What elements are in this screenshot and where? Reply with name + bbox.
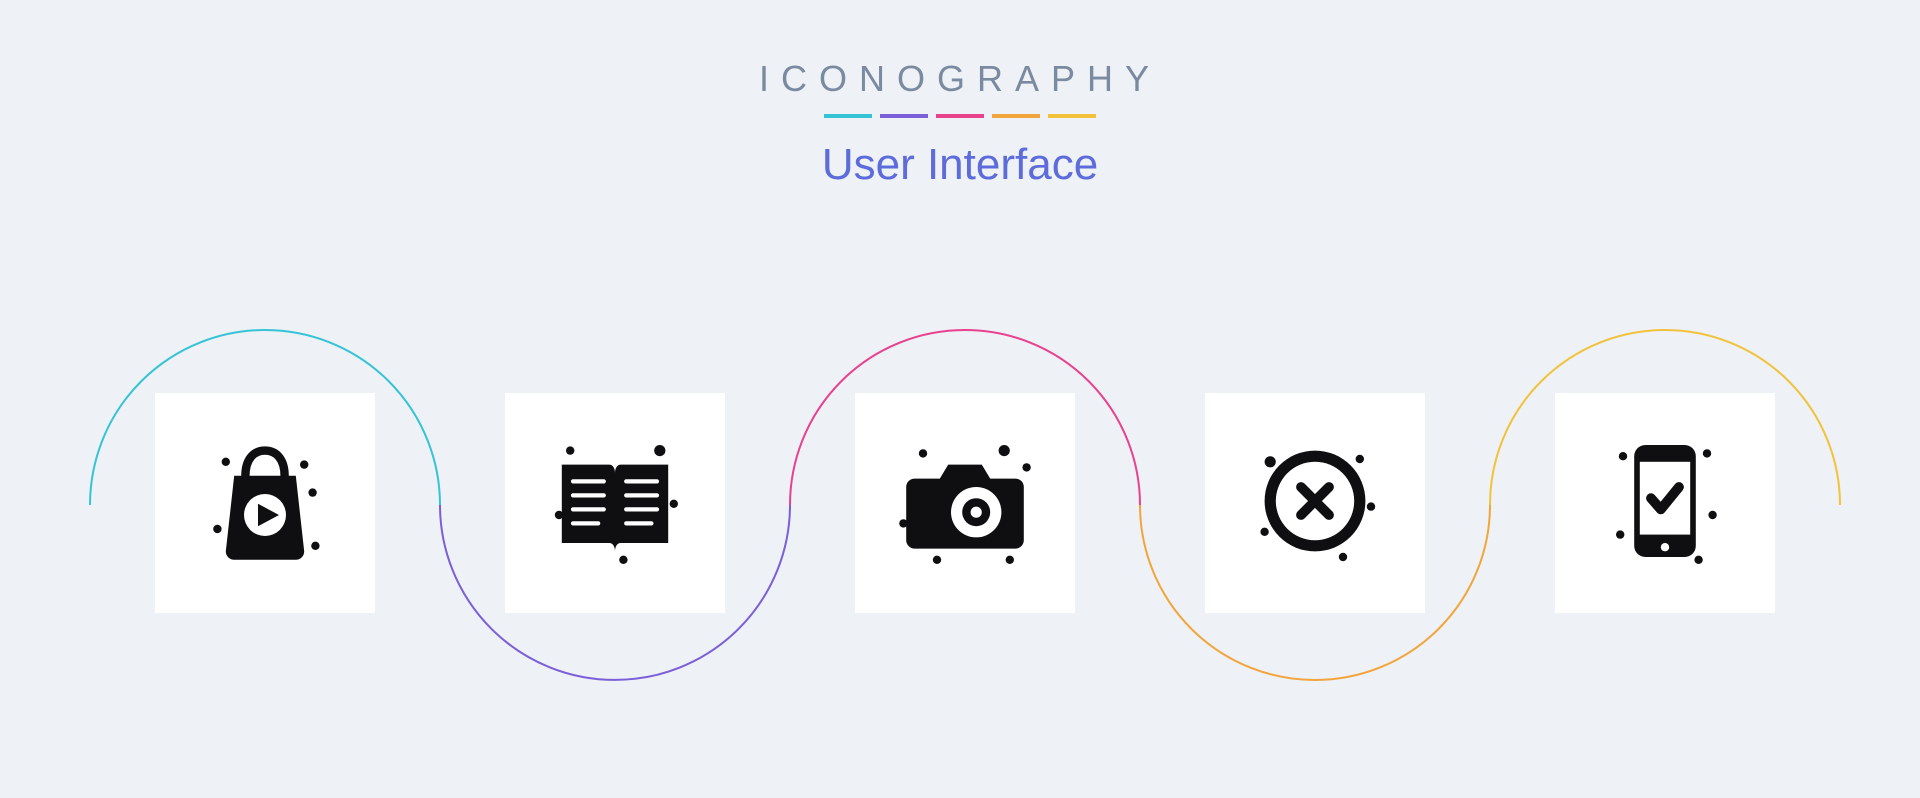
icon-card [1205,393,1425,613]
page-subtitle: User Interface [0,140,1920,190]
underline-segment [992,114,1040,118]
header: ICONOGRAPHY User Interface [0,58,1920,190]
underline-segment [936,114,984,118]
close-circle-icon [1245,431,1385,576]
shopping-bag-play-icon [195,431,335,576]
open-book-icon [545,431,685,576]
underline-segment [880,114,928,118]
icon-card [505,393,725,613]
underline-segment [1048,114,1096,118]
underline-group [0,114,1920,118]
underline-segment [824,114,872,118]
phone-check-icon [1595,431,1735,576]
icon-card [855,393,1075,613]
page-title: ICONOGRAPHY [0,58,1920,100]
canvas: ICONOGRAPHY User Interface [0,0,1920,798]
camera-icon [895,431,1035,576]
cards-row [0,393,1920,613]
icon-card [155,393,375,613]
icon-card [1555,393,1775,613]
